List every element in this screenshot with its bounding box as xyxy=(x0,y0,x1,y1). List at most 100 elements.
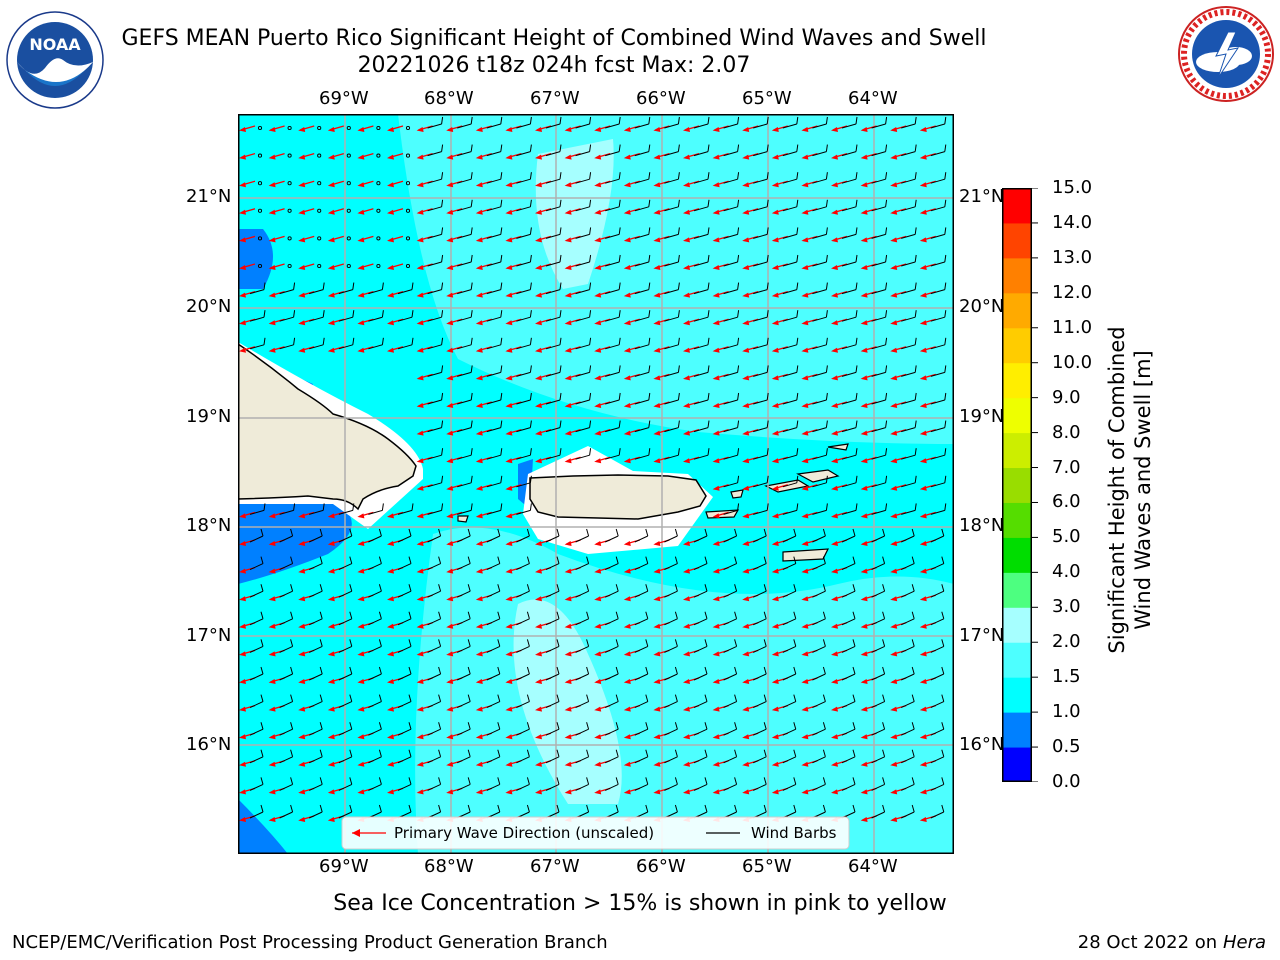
wave-arrowhead xyxy=(268,789,276,795)
wind-barb xyxy=(871,392,888,405)
wave-arrowhead xyxy=(239,679,246,684)
wave-arrowhead xyxy=(357,761,365,767)
wave-arrowhead xyxy=(919,623,927,629)
wind-barb-calm xyxy=(317,236,322,241)
wind-barb xyxy=(753,503,769,515)
wave-arrowhead xyxy=(860,458,868,464)
wind-barb xyxy=(693,639,708,653)
wave-arrowhead xyxy=(890,320,898,326)
wave-arrowhead xyxy=(919,430,927,436)
wind-barb xyxy=(338,722,353,736)
wave-arrowhead xyxy=(416,789,424,795)
wind-barb xyxy=(930,365,947,377)
wave-arrowhead xyxy=(919,734,927,740)
wave-band-2.0-3.0-south xyxy=(513,599,622,804)
wind-barb xyxy=(545,254,562,267)
wave-arrowhead xyxy=(505,623,513,629)
wave-arrowhead xyxy=(712,789,720,795)
wave-arrowhead xyxy=(594,237,602,243)
wind-barb xyxy=(368,639,382,653)
wave-arrowhead xyxy=(653,154,661,160)
wave-arrowhead xyxy=(623,347,631,353)
wave-arrowhead xyxy=(594,265,602,270)
wind-barb xyxy=(279,310,296,322)
wind-barb xyxy=(930,199,947,212)
wave-arrowhead xyxy=(298,209,306,215)
wave-arrowhead xyxy=(416,485,424,491)
wave-arrowhead xyxy=(475,403,483,408)
wind-barb-calm xyxy=(346,236,351,241)
colorbar-tick-label: 10.0 xyxy=(1052,351,1093,373)
wave-arrowhead xyxy=(771,237,779,243)
wave-arrowhead xyxy=(683,237,690,243)
wave-arrowhead xyxy=(594,292,602,298)
wave-arrowhead xyxy=(535,127,542,132)
wind-barb xyxy=(723,227,740,239)
wind-barb-calm xyxy=(287,236,292,241)
wave-arrowhead xyxy=(653,568,661,574)
wind-barb xyxy=(841,420,858,433)
wind-barb xyxy=(723,199,740,212)
wind-barb xyxy=(279,694,294,709)
wind-barb xyxy=(486,227,503,239)
wind-barb-calm xyxy=(376,153,381,158)
wave-arrowhead xyxy=(831,623,838,629)
wind-barb xyxy=(753,282,769,295)
wind-barb xyxy=(901,420,917,433)
nws-logo xyxy=(1176,4,1276,104)
wave-arrowhead xyxy=(742,320,750,326)
wave-arrowhead xyxy=(475,182,483,188)
wave-arrowhead xyxy=(505,127,513,132)
wind-barb xyxy=(871,528,886,543)
wave-arrowhead xyxy=(919,347,927,353)
colorbar-tick-label: 1.5 xyxy=(1052,666,1081,688)
wind-barb-calm xyxy=(317,125,322,131)
wave-arrowhead xyxy=(535,320,542,326)
wave-arrowhead xyxy=(327,292,335,298)
wind-barb xyxy=(456,749,471,764)
wind-barb xyxy=(575,144,592,157)
wind-barb xyxy=(427,528,442,543)
wind-barb xyxy=(693,420,710,433)
wave-arrowhead xyxy=(890,430,898,436)
wave-arrowhead xyxy=(623,623,631,629)
wind-barb xyxy=(456,639,471,653)
wind-barb xyxy=(397,722,412,736)
wave-arrowhead xyxy=(653,651,661,657)
wind-barb xyxy=(279,639,294,653)
wind-barb xyxy=(901,227,917,239)
wind-barb xyxy=(575,365,592,377)
colorbar-label-text: Significant Height of Combined Wind Wave… xyxy=(1105,326,1155,653)
wave-arrowhead xyxy=(298,734,306,740)
wave-arrowhead xyxy=(801,679,809,684)
wind-barb xyxy=(871,254,888,267)
wind-barb-calm xyxy=(287,208,292,213)
wave-arrowhead xyxy=(594,596,602,602)
wind-barb xyxy=(456,584,471,598)
wave-arrowhead xyxy=(446,209,454,215)
wind-barb xyxy=(545,584,560,598)
hispaniola-land xyxy=(238,343,417,511)
lon-label-top: 65°W xyxy=(742,88,792,109)
wind-barb xyxy=(397,337,414,350)
wind-barb xyxy=(812,503,828,515)
wind-barb xyxy=(782,611,797,626)
wave-arrowhead xyxy=(357,237,365,243)
wind-barb xyxy=(308,528,323,543)
wave-arrowhead xyxy=(357,347,365,353)
wind-barb xyxy=(871,144,888,157)
wave-arrowhead xyxy=(535,623,542,629)
wind-barb xyxy=(338,282,355,295)
wind-barb xyxy=(605,448,621,460)
wind-barb xyxy=(516,172,532,184)
wind-barb xyxy=(604,694,619,709)
wave-arrowhead xyxy=(801,706,809,712)
wave-arrowhead xyxy=(446,513,454,519)
wave-arrowhead xyxy=(919,513,927,519)
wind-barb xyxy=(605,227,621,239)
wave-arrowhead xyxy=(446,237,454,243)
wind-barb xyxy=(545,556,560,571)
wind-barb-calm xyxy=(257,236,263,241)
wind-barb xyxy=(901,475,917,488)
wind-barb xyxy=(249,749,264,764)
